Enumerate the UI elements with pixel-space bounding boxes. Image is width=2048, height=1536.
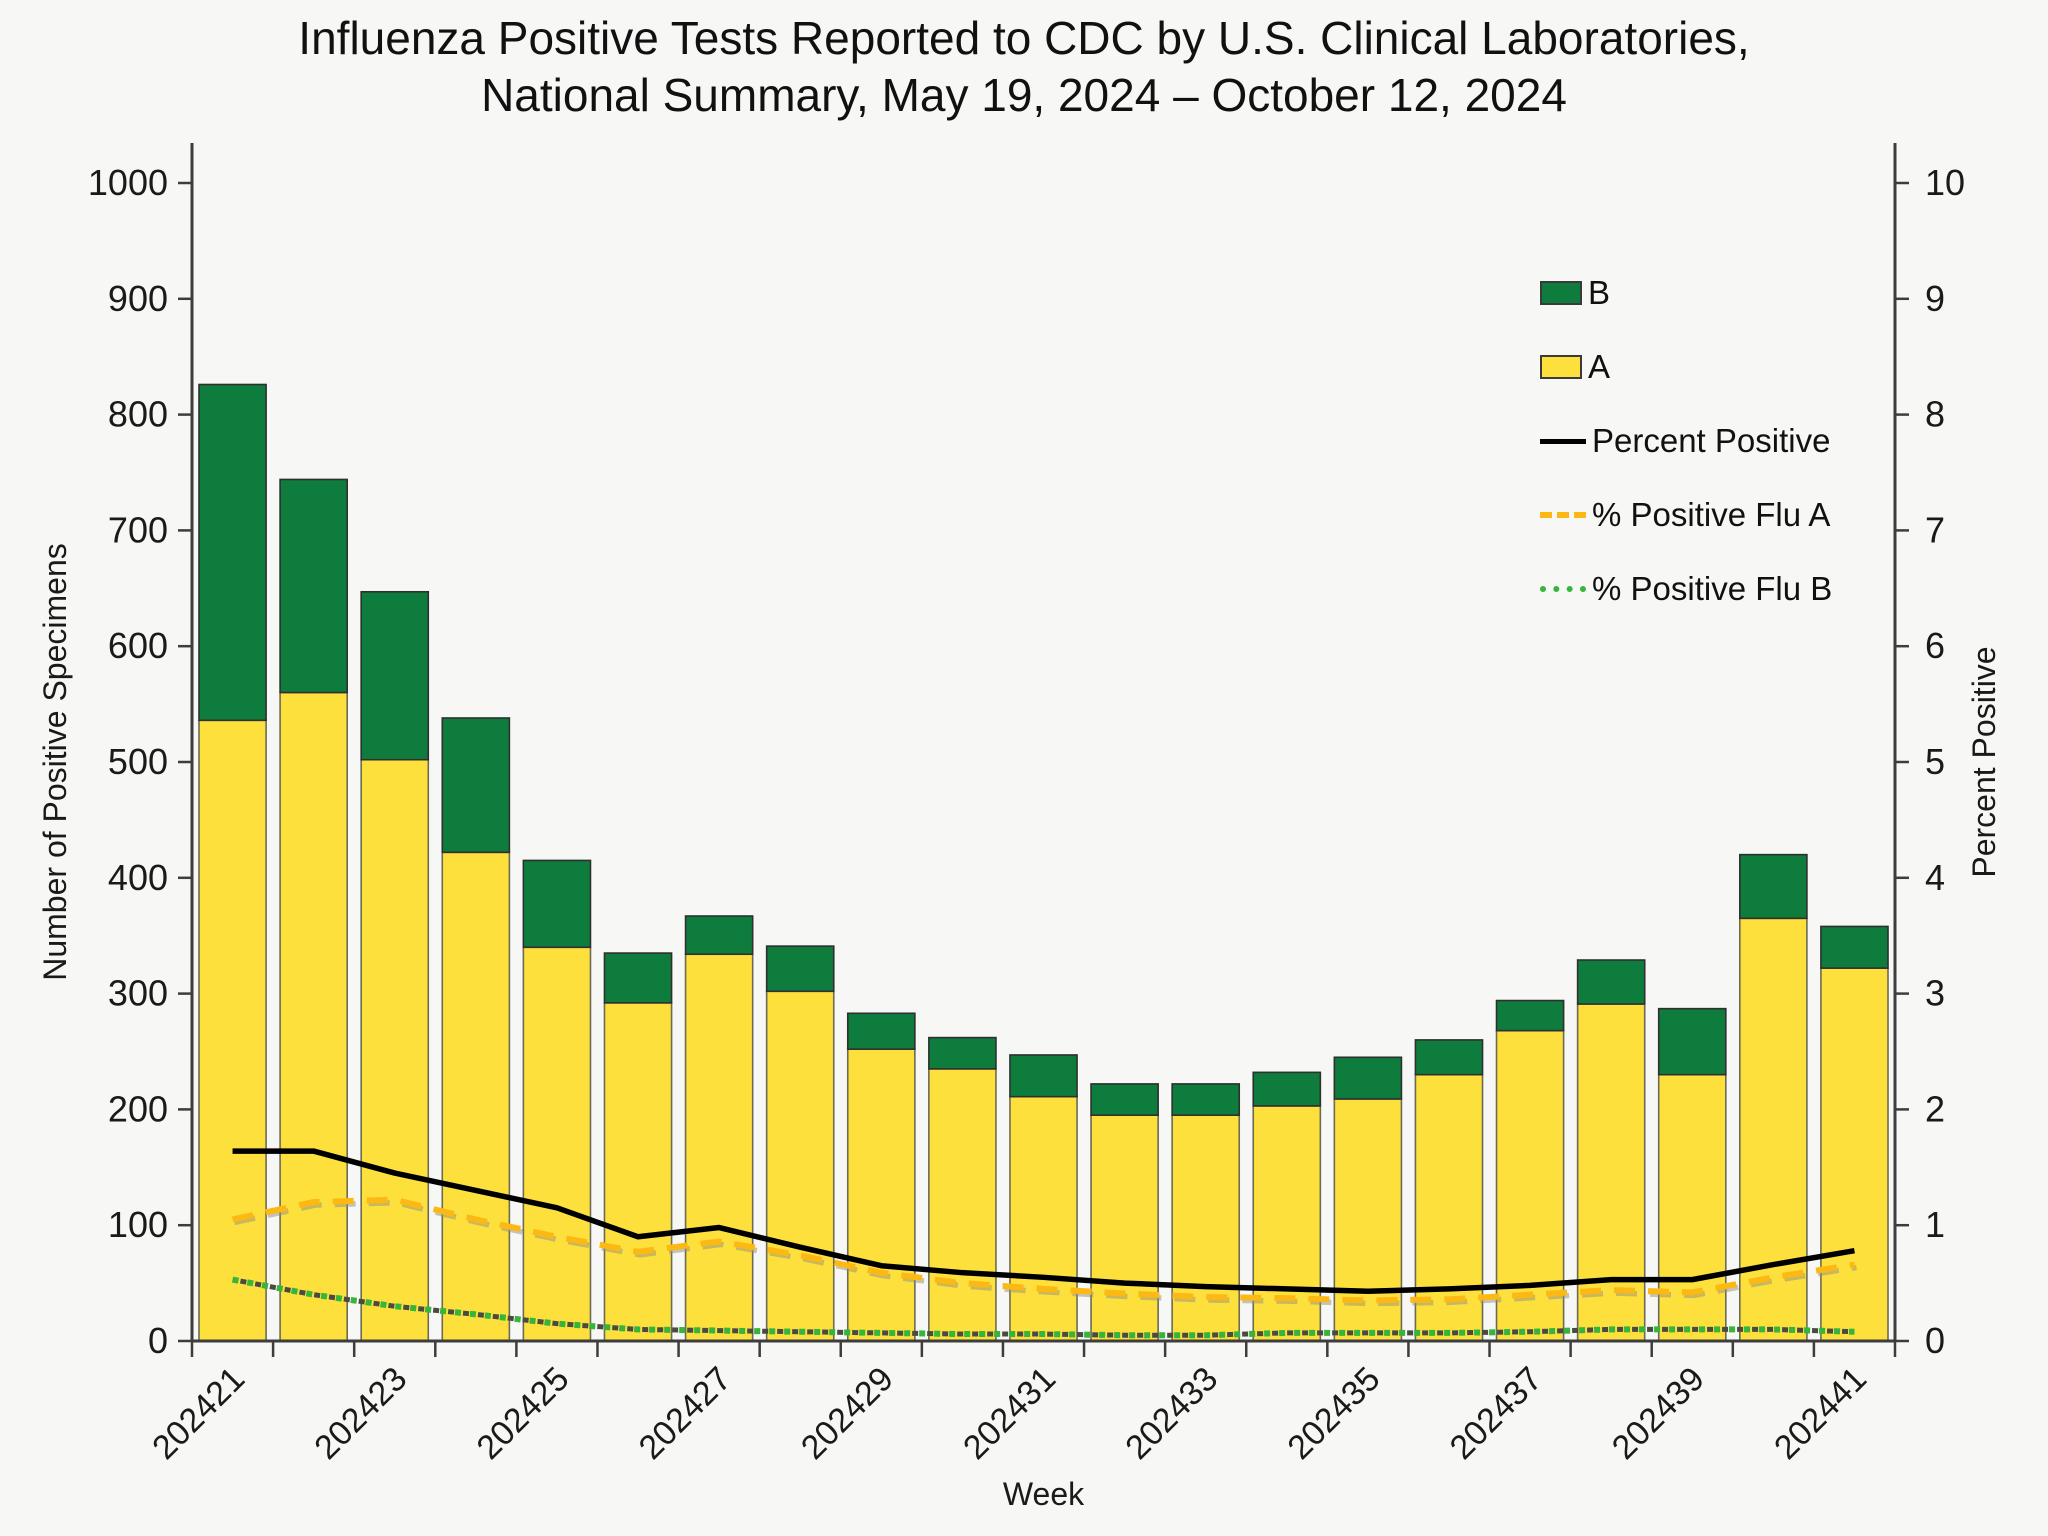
legend-label-percent-positive: Percent Positive <box>1592 422 1831 459</box>
bar-segment-b <box>441 717 511 854</box>
right-axis-tick-label: 4 <box>1925 857 1945 898</box>
bar-segment-a <box>1009 1095 1078 1342</box>
bar-segment-a <box>441 851 511 1342</box>
bar-segment-a <box>1252 1105 1322 1342</box>
bar-segment-b <box>765 945 835 993</box>
bar-segment-b <box>684 915 754 956</box>
x-axis-tick-label: 202425 <box>469 1360 576 1467</box>
left-axis-tick-label: 1000 <box>88 162 168 203</box>
left-axis-tick-label: 700 <box>108 509 168 550</box>
bar-segment-a <box>1495 1029 1565 1342</box>
x-axis-tick-label: 202431 <box>956 1360 1063 1467</box>
bar-segment-a <box>846 1048 916 1342</box>
bar-segment-a <box>1657 1073 1727 1342</box>
right-axis-tick-label: 1 <box>1925 1204 1945 1245</box>
right-axis-tick-label: 6 <box>1925 625 1945 666</box>
x-axis-tick-label: 202437 <box>1443 1360 1550 1467</box>
legend-label-a: A <box>1588 348 1611 385</box>
bar-segment-b <box>1333 1056 1403 1100</box>
left-axis-title: Number of Positive Specimens <box>37 543 73 981</box>
bar-segment-b <box>603 952 673 1004</box>
left-axis-tick-label: 500 <box>108 741 168 782</box>
bar-segment-a <box>603 1002 673 1342</box>
legend-item-b: B <box>1540 274 1900 312</box>
right-axis-title: Percent Positive <box>1966 646 2002 877</box>
bar-segment-a <box>522 946 592 1342</box>
right-axis-tick-label: 8 <box>1925 394 1945 435</box>
bar-segment-b <box>1576 959 1646 1005</box>
bar-segment-b <box>928 1036 997 1070</box>
left-axis-tick-label: 300 <box>108 973 168 1014</box>
bar-segment-a <box>360 758 430 1342</box>
bar-segment-b <box>1252 1071 1322 1107</box>
bar-segment-b <box>360 590 430 761</box>
percent-positive-line <box>232 1148 1855 1294</box>
bar-segment-a <box>1090 1114 1159 1342</box>
left-axis-tick-label: 100 <box>108 1204 168 1245</box>
x-axis-tick-label: 202421 <box>145 1360 252 1467</box>
bar-segment-b <box>279 478 348 694</box>
chart-title-line1: Influenza Positive Tests Reported to CDC… <box>298 12 1750 64</box>
legend-label-pct-flu-a: % Positive Flu A <box>1592 496 1831 533</box>
bar-segment-b <box>1414 1039 1484 1076</box>
legend-swatch-dashed-line-icon <box>1540 512 1586 518</box>
right-axis-tick-label: 2 <box>1925 1088 1945 1129</box>
bar-segment-b <box>198 383 267 722</box>
right-axis-tick-label: 5 <box>1925 741 1945 782</box>
bar-segment-a <box>684 953 754 1342</box>
legend-label-pct-flu-b: % Positive Flu B <box>1592 570 1833 607</box>
left-axis-tick-label: 900 <box>108 278 168 319</box>
x-axis-tick-label: 202433 <box>1118 1360 1225 1467</box>
bar-segment-a <box>279 691 348 1342</box>
legend-swatch-solid-line-icon <box>1540 438 1586 444</box>
right-axis-tick-label: 9 <box>1925 278 1945 319</box>
bar-segment-b <box>1739 853 1808 920</box>
right-axis-tick-label: 0 <box>1925 1320 1945 1361</box>
left-axis-tick-label: 600 <box>108 625 168 666</box>
legend-item-pct-flu-a: % Positive Flu A <box>1540 496 1900 534</box>
left-axis-tick-label: 400 <box>108 857 168 898</box>
chart-title-line2: National Summary, May 19, 2024 – October… <box>481 69 1567 121</box>
legend-swatch-a-icon <box>1540 355 1582 379</box>
bar-segment-b <box>1657 1007 1727 1076</box>
bar-segment-a <box>1820 967 1889 1342</box>
bar-segment-b <box>846 1012 916 1050</box>
bar-segment-b <box>1820 925 1889 969</box>
bar-segment-a <box>928 1068 997 1342</box>
legend-item-pct-flu-b: % Positive Flu B <box>1540 570 1900 608</box>
right-axis-tick-label: 7 <box>1925 509 1945 550</box>
x-axis-title: Week <box>1003 1476 1085 1512</box>
bar-segment-a <box>198 719 267 1342</box>
bar-segment-b <box>1171 1083 1241 1116</box>
chart-legend: B A Percent Positive % Positive Flu A % … <box>1540 274 1900 608</box>
pct-flu-b-line <box>232 1276 1855 1339</box>
x-axis-tick-label: 202439 <box>1605 1360 1712 1467</box>
legend-swatch-b-icon <box>1540 281 1582 305</box>
legend-swatch-dotted-line-icon <box>1540 586 1586 592</box>
bar-segment-b <box>1090 1083 1159 1116</box>
bar-segment-b <box>1009 1054 1078 1098</box>
left-axis-tick-label: 0 <box>148 1320 168 1361</box>
chart-title: Influenza Positive Tests Reported to CDC… <box>0 10 2048 124</box>
x-axis-tick-label: 202435 <box>1280 1360 1387 1467</box>
pct-flu-a-line <box>231 1196 1855 1304</box>
legend-item-percent-positive: Percent Positive <box>1540 422 1900 460</box>
right-axis-tick-label: 3 <box>1925 973 1945 1014</box>
bar-segment-a <box>1171 1114 1241 1342</box>
bar-segment-b <box>522 859 592 949</box>
left-axis-tick-label: 800 <box>108 394 168 435</box>
x-axis-tick-label: 202423 <box>307 1360 414 1467</box>
x-axis-tick-label: 202441 <box>1767 1360 1874 1467</box>
left-axis-tick-label: 200 <box>108 1088 168 1129</box>
legend-label-b: B <box>1588 274 1611 311</box>
x-axis-tick-label: 202429 <box>794 1360 901 1467</box>
x-axis-tick-label: 202427 <box>632 1360 739 1467</box>
bar-segment-a <box>765 990 835 1342</box>
legend-item-a: A <box>1540 348 1900 386</box>
bar-segment-b <box>1495 999 1565 1032</box>
right-axis-tick-label: 10 <box>1925 162 1965 203</box>
